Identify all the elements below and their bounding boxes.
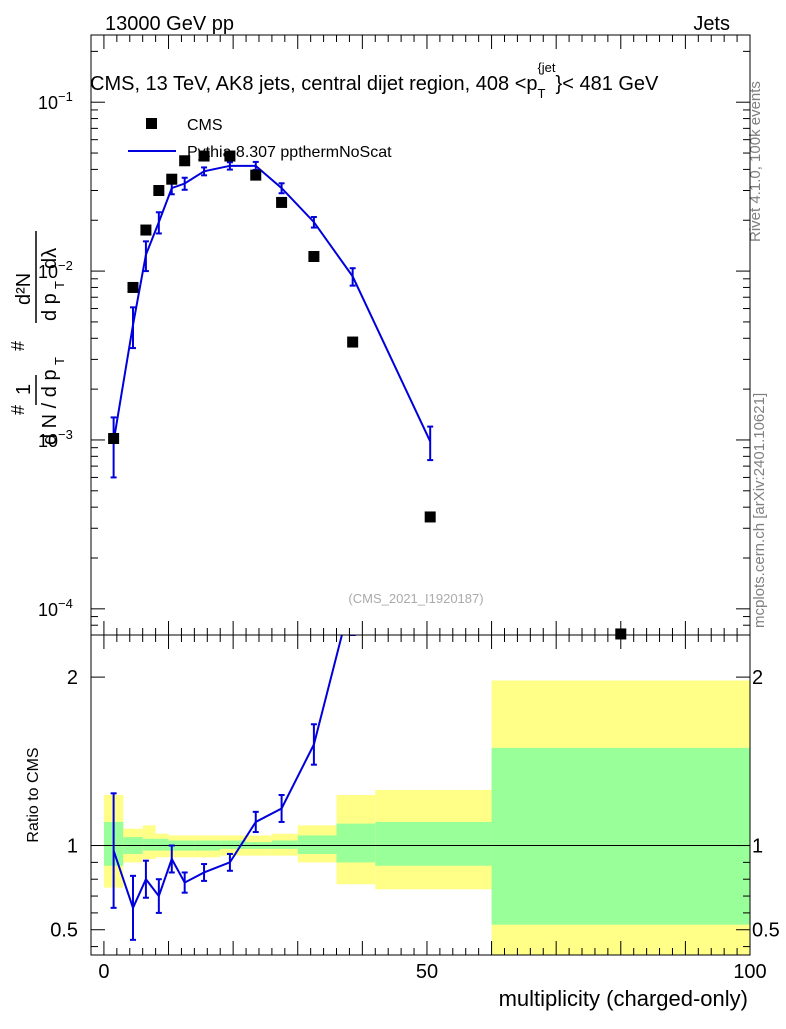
x-tick-label: 0: [98, 961, 109, 983]
analysis-watermark: (CMS_2021_I1920187): [348, 591, 483, 606]
ratio-panel: 0.5 0.5 1 1 2 2 0 50 100 Ratio to CMS multiplici…: [25, 634, 780, 1011]
x-tick-label: 50: [416, 961, 438, 983]
tick-base: 10: [38, 431, 58, 451]
main-y-tick-label: 10−1: [38, 89, 73, 113]
main-y-axis-label: # 1 d N / d p T # d²N d p T dλ: [8, 231, 67, 445]
main-y-tick-label: 10−2: [38, 258, 73, 282]
plot-title: CMS, 13 TeV, AK8 jets, central dijet reg…: [90, 60, 659, 101]
ratio-frame: [90, 634, 751, 956]
ratio-uncertainty-band-inner: [155, 838, 169, 851]
main-marks: [108, 150, 627, 640]
ratio-uncertainty-band-inner: [220, 840, 247, 849]
y-label-num: d²N: [13, 273, 35, 305]
cms-data-point: [166, 173, 178, 185]
cms-data-point: [224, 150, 236, 162]
cms-data-point: [347, 336, 359, 348]
tick-exponent: −4: [58, 596, 73, 611]
tick-base: 10: [38, 93, 58, 113]
tick-base: 10: [38, 600, 58, 620]
legend: CMS Pythia 8.307 ppthermNoScat: [128, 117, 392, 161]
y-label-dlambda: dλ: [39, 248, 61, 269]
y-label-t1: T: [52, 357, 67, 365]
mcplots-label: mcplots.cern.ch [arXiv:2401.10621]: [751, 393, 768, 628]
plot-title-main: CMS, 13 TeV, AK8 jets, central dijet reg…: [90, 73, 538, 95]
legend-label-cms: CMS: [187, 117, 223, 134]
main-y-tick-label: 10−3: [38, 427, 73, 451]
ratio-curve-group: [110, 635, 356, 941]
y-label-hash-1: #: [8, 405, 28, 415]
header-left-label: 13000 GeV pp: [105, 13, 234, 35]
tick-exponent: −1: [58, 89, 73, 104]
cms-data-point: [179, 155, 191, 167]
cms-data-point: [276, 196, 288, 208]
ratio-uncertainty-band-inner: [336, 823, 376, 863]
ratio-y-tick-label: 0.5: [50, 920, 78, 942]
y-label-hash-2: #: [8, 341, 28, 351]
plot-title-sup: {jet: [537, 60, 555, 75]
rivet-version-label: Rivet 4.1.0, 100k events: [747, 81, 764, 242]
tick-base: 10: [38, 262, 58, 282]
ratio-marks: [91, 635, 750, 941]
cms-data-point: [308, 250, 320, 262]
cms-data-point: [198, 150, 210, 162]
ratio-y-tick-label: 1: [67, 836, 78, 858]
legend-marker-cms: [146, 118, 157, 129]
y-label-t2: T: [52, 281, 67, 289]
main-y-tick-label: 10−4: [38, 596, 73, 620]
cms-data-point: [424, 511, 436, 523]
legend-label-pythia: Pythia 8.307 ppthermNoScat: [187, 144, 392, 161]
y-label-one: 1: [13, 384, 35, 395]
y-label-den: d p: [39, 293, 61, 321]
cms-data-point: [250, 169, 262, 181]
ratio-uncertainty-band-inner: [491, 747, 750, 925]
x-tick-label: 100: [733, 961, 766, 983]
plot-title-sub: T: [538, 86, 546, 101]
ratio-y-axis-label: Ratio to CMS: [25, 747, 42, 842]
ratio-y-tick-label-right: 0.5: [752, 920, 780, 942]
ratio-y-tick-label: 2: [67, 667, 78, 689]
ratio-uncertainty-band-inner: [375, 821, 492, 866]
ratio-y-tick-label-right: 2: [752, 667, 763, 689]
plot-title-end: }< 481 GeV: [556, 73, 660, 95]
ratio-y-tick-label-right: 1: [752, 836, 763, 858]
cms-data-point: [127, 281, 139, 293]
ratio-uncertainty-band-inner: [142, 838, 156, 851]
cms-data-point: [140, 224, 152, 236]
header-right-label: Jets: [693, 13, 730, 35]
ratio-uncertainty-band-inner: [297, 835, 337, 854]
x-axis-label: multiplicity (charged-only): [499, 986, 748, 1011]
cms-data-point: [153, 185, 165, 197]
main-axes: 10−110−210−310−4: [38, 35, 751, 636]
ratio-axes: 0.5 0.5 1 1 2 2 0 50 100: [50, 635, 780, 983]
tick-exponent: −2: [58, 258, 73, 273]
ratio-bands: [103, 680, 750, 955]
cms-data-point: [108, 433, 120, 445]
y-label-dndpt: d N / d p: [39, 369, 61, 445]
tick-exponent: −3: [58, 427, 73, 442]
ratio-uncertainty-band-inner: [271, 840, 298, 849]
